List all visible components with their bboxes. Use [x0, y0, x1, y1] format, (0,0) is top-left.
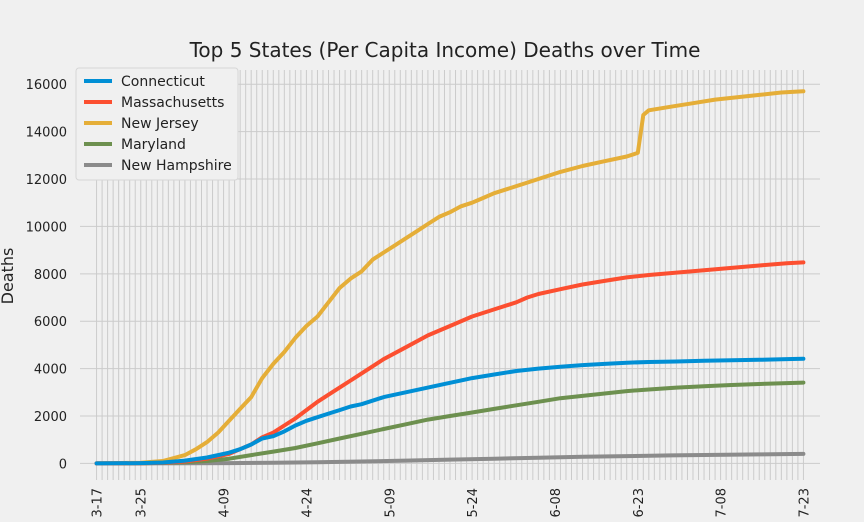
series-line-connecticut	[94, 356, 806, 466]
y-tick-label: 6000	[34, 315, 67, 330]
x-tick-label: 7-23	[797, 488, 812, 518]
grid	[80, 70, 820, 480]
x-tick-label: 3-25	[135, 488, 150, 518]
x-tick-label: 7-08	[715, 488, 730, 518]
y-tick-label: 4000	[34, 363, 67, 378]
y-axis-label: Deaths	[0, 248, 17, 305]
x-tick-label: 4-09	[218, 488, 233, 518]
y-tick-label: 10000	[26, 220, 67, 235]
y-tick-label: 8000	[34, 268, 67, 283]
legend-label: Connecticut	[121, 74, 205, 90]
x-tick-labels: 3-17 3-25 4-09 4-24 5-09 5-24 6-08 6-23 7-08 7-23	[91, 488, 813, 518]
series-line-maryland	[94, 380, 806, 466]
legend: Connecticut Massachusetts New Jersey Maryla…	[75, 67, 239, 181]
y-tick-label: 12000	[26, 173, 67, 188]
legend-label: New Hampshire	[121, 158, 232, 174]
x-tick-label: 6-08	[549, 488, 564, 518]
y-tick-label: 2000	[34, 410, 67, 425]
x-tick-label: 6-23	[632, 488, 647, 518]
x-tick-label: 5-09	[383, 488, 398, 518]
x-tick-label: 5-24	[466, 488, 481, 518]
legend-box	[75, 67, 239, 181]
series-line-new-jersey	[94, 89, 806, 466]
legend-label: New Jersey	[121, 116, 199, 132]
chart-title: Top 5 States (Per Capita Income) Deaths …	[189, 38, 701, 62]
legend-label: Maryland	[121, 137, 186, 153]
y-tick-label: 14000	[26, 126, 67, 141]
x-tick-label: 3-17	[91, 488, 106, 518]
x-tick-label: 4-24	[300, 488, 315, 518]
legend-label: Massachusetts	[121, 95, 224, 111]
series-line-new-hampshire	[94, 451, 806, 466]
y-tick-labels: 0 2000 4000 6000 8000 10000 12000 14000 16000	[26, 78, 67, 472]
series-lines	[94, 89, 806, 466]
y-tick-label: 16000	[26, 78, 67, 93]
y-tick-label: 0	[59, 457, 67, 472]
